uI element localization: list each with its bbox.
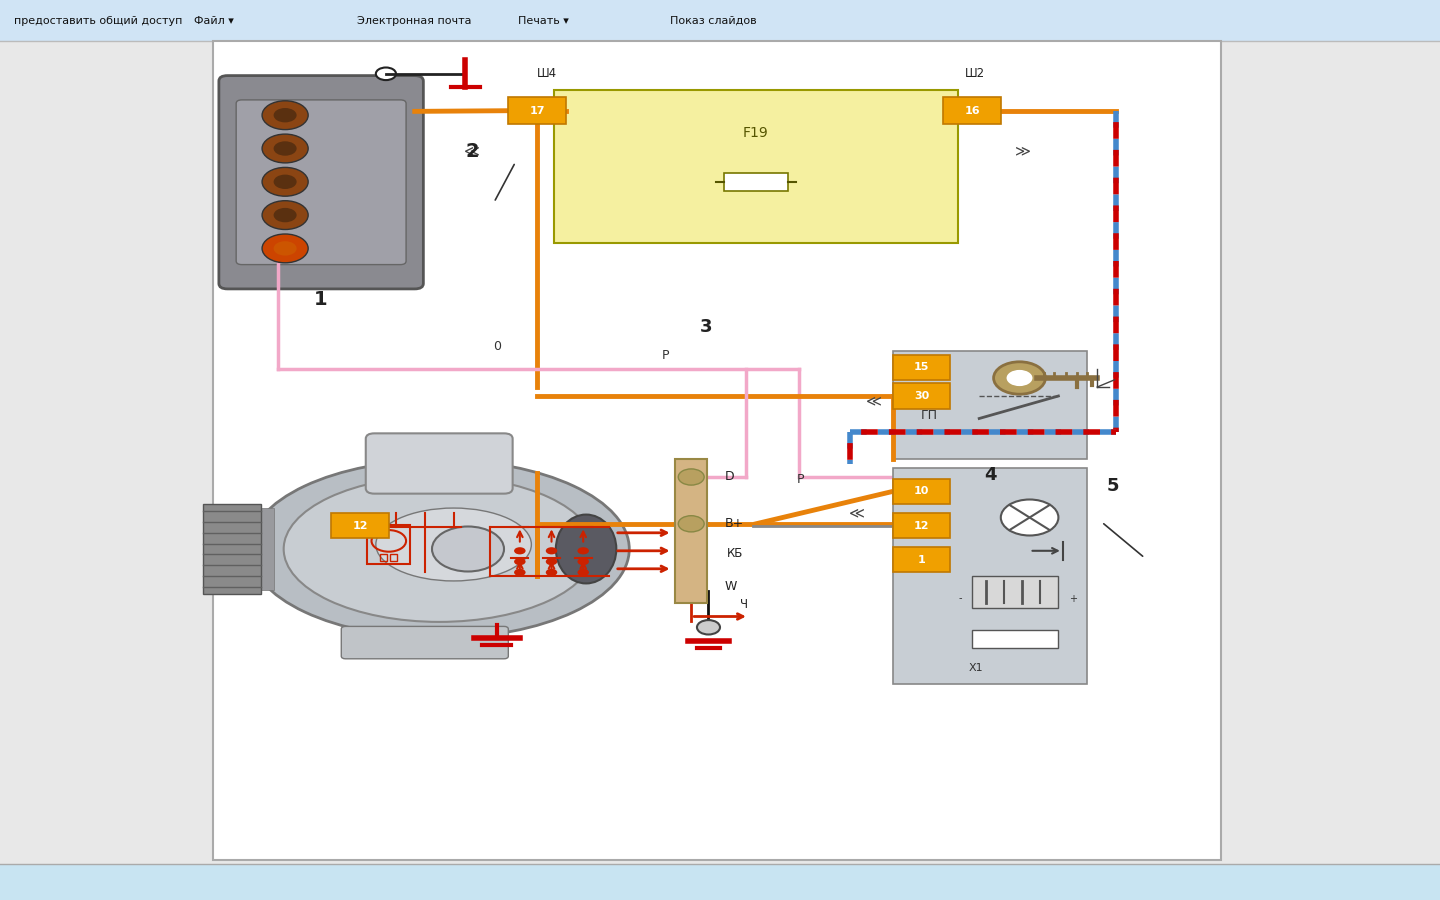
FancyBboxPatch shape — [893, 547, 950, 572]
Text: ≫: ≫ — [1014, 144, 1031, 158]
Text: Ч: Ч — [740, 598, 749, 611]
Ellipse shape — [556, 515, 616, 583]
Text: 12: 12 — [914, 520, 929, 531]
Circle shape — [994, 362, 1045, 394]
Circle shape — [514, 547, 526, 554]
Circle shape — [546, 558, 557, 565]
Circle shape — [577, 569, 589, 576]
Text: 2: 2 — [465, 142, 480, 161]
Text: Ш4: Ш4 — [537, 68, 557, 80]
Text: 0: 0 — [492, 340, 501, 353]
FancyBboxPatch shape — [893, 513, 950, 538]
Text: Показ слайдов: Показ слайдов — [670, 15, 756, 26]
Text: КБ: КБ — [727, 547, 743, 560]
Text: 4: 4 — [984, 466, 996, 484]
Text: ГП: ГП — [920, 410, 937, 422]
Text: +: + — [1068, 593, 1077, 604]
Text: 1: 1 — [314, 290, 328, 310]
Text: 10: 10 — [914, 486, 929, 497]
Bar — [0, 0, 1440, 40]
Text: ≪: ≪ — [848, 506, 865, 520]
Text: Ш2: Ш2 — [965, 68, 985, 80]
Circle shape — [546, 547, 557, 554]
Text: ≪: ≪ — [865, 393, 883, 408]
FancyBboxPatch shape — [943, 97, 1001, 124]
Text: ≪: ≪ — [464, 144, 481, 158]
Circle shape — [262, 167, 308, 196]
Circle shape — [432, 526, 504, 572]
Text: 12: 12 — [353, 520, 367, 531]
Circle shape — [514, 558, 526, 565]
Circle shape — [577, 547, 589, 554]
Bar — [261, 508, 274, 590]
Circle shape — [1001, 500, 1058, 536]
Text: 17: 17 — [530, 105, 544, 116]
Bar — [554, 90, 958, 243]
FancyBboxPatch shape — [893, 479, 950, 504]
Bar — [893, 468, 1087, 684]
Circle shape — [274, 108, 297, 122]
Circle shape — [274, 208, 297, 222]
Text: -: - — [959, 593, 962, 604]
Circle shape — [262, 134, 308, 163]
FancyBboxPatch shape — [508, 97, 566, 124]
Bar — [390, 554, 397, 561]
FancyBboxPatch shape — [341, 626, 508, 659]
Text: F19: F19 — [743, 126, 769, 140]
Bar — [0, 864, 1440, 900]
Circle shape — [262, 234, 308, 263]
Bar — [893, 351, 1087, 459]
Bar — [972, 576, 1058, 608]
Circle shape — [262, 101, 308, 130]
Bar — [724, 173, 788, 191]
FancyBboxPatch shape — [236, 100, 406, 265]
Text: W: W — [724, 580, 737, 593]
Ellipse shape — [376, 508, 531, 581]
Text: Р: Р — [796, 473, 805, 486]
Text: Печать ▾: Печать ▾ — [518, 15, 569, 26]
Circle shape — [376, 68, 396, 80]
Bar — [380, 554, 387, 561]
FancyBboxPatch shape — [219, 76, 423, 289]
Bar — [675, 459, 707, 603]
Circle shape — [274, 175, 297, 189]
Text: 5: 5 — [1107, 477, 1119, 495]
Circle shape — [697, 620, 720, 634]
Text: 3: 3 — [700, 318, 711, 336]
Circle shape — [577, 558, 589, 565]
FancyBboxPatch shape — [366, 434, 513, 493]
Text: D: D — [724, 471, 734, 483]
Bar — [972, 630, 1058, 648]
Circle shape — [546, 569, 557, 576]
Circle shape — [1007, 370, 1032, 386]
Circle shape — [514, 569, 526, 576]
Circle shape — [274, 241, 297, 256]
Text: B+: B+ — [724, 518, 743, 530]
FancyBboxPatch shape — [331, 513, 389, 538]
Circle shape — [274, 141, 297, 156]
Bar — [213, 40, 1221, 859]
Circle shape — [262, 201, 308, 230]
Text: X1: X1 — [968, 662, 984, 673]
FancyBboxPatch shape — [893, 383, 950, 409]
Text: 15: 15 — [914, 362, 929, 373]
Text: Электронная почта: Электронная почта — [357, 15, 472, 26]
Text: 1: 1 — [917, 554, 926, 565]
Text: 30: 30 — [914, 391, 929, 401]
Bar — [367, 525, 410, 564]
Circle shape — [678, 516, 704, 532]
Ellipse shape — [284, 476, 595, 622]
Text: Р: Р — [661, 349, 670, 362]
Circle shape — [678, 469, 704, 485]
Text: 16: 16 — [965, 105, 979, 116]
FancyBboxPatch shape — [893, 355, 950, 380]
Bar — [203, 504, 261, 594]
Text: предоставить общий доступ: предоставить общий доступ — [14, 15, 183, 26]
Text: Файл ▾: Файл ▾ — [194, 15, 235, 26]
Ellipse shape — [249, 460, 629, 638]
